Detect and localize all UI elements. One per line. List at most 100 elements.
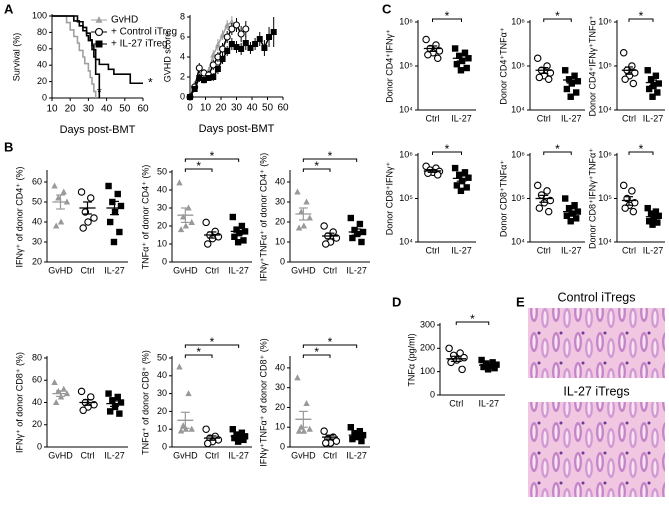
point <box>240 436 247 444</box>
point <box>294 374 301 381</box>
point <box>223 33 231 41</box>
point <box>200 77 207 83</box>
legend-label: + Control iTreg <box>111 27 177 38</box>
point <box>177 226 185 233</box>
significance-bracket <box>302 168 331 172</box>
y-tick-label: 2 <box>180 71 185 81</box>
point <box>480 363 487 371</box>
point <box>79 406 87 415</box>
point <box>51 182 58 189</box>
point <box>196 75 203 81</box>
legend-marker <box>94 27 104 37</box>
point <box>649 221 656 228</box>
significance-label: * <box>328 335 333 349</box>
point <box>242 25 250 33</box>
y-axis-label: Donor CD4⁺IFNγ⁺ <box>384 29 394 103</box>
point <box>238 429 246 436</box>
point <box>191 86 198 92</box>
y-tick-label: 10⁶ <box>598 16 612 26</box>
point <box>116 228 123 236</box>
significance-label: * <box>639 142 644 156</box>
point <box>565 76 573 83</box>
point <box>655 212 662 220</box>
point <box>242 40 249 46</box>
point <box>453 182 461 189</box>
point <box>300 427 308 434</box>
point <box>177 427 185 434</box>
point <box>619 49 628 57</box>
point <box>209 61 217 69</box>
y-tick-label: 0 <box>37 441 42 451</box>
point <box>321 439 330 447</box>
y-tick-label: 40 <box>32 397 42 407</box>
x-tick-label: Ctrl <box>426 113 440 123</box>
point <box>219 56 226 62</box>
y-tick-label: 10⁶ <box>399 16 413 26</box>
y-tick-label: 8 <box>180 11 185 21</box>
point <box>649 93 656 100</box>
point <box>240 237 247 244</box>
point <box>228 25 236 33</box>
x-tick-label: IL-27 <box>346 265 367 275</box>
point <box>256 36 263 42</box>
x-tick-label: 20 <box>215 103 227 114</box>
point <box>205 75 212 81</box>
point <box>652 208 660 215</box>
point <box>349 234 356 242</box>
x-tick-label: GvHD <box>173 450 198 460</box>
y-tick-label: 20 <box>157 220 167 230</box>
y-tick-label: 30 <box>275 196 285 206</box>
point <box>106 218 114 226</box>
point <box>424 51 432 59</box>
point <box>629 79 638 88</box>
point <box>114 393 121 401</box>
point <box>535 204 544 212</box>
point <box>647 76 655 83</box>
panel-label: C <box>382 1 392 16</box>
x-tick-label: GvHD <box>291 450 316 460</box>
point <box>52 222 60 229</box>
x-tick-label: 60 <box>277 103 289 114</box>
y-tick-label: 10 <box>157 424 167 434</box>
x-tick-label: GvHD <box>48 450 73 460</box>
x-tick-label: Ctrl <box>81 450 95 460</box>
y-tick-label: 40 <box>275 176 285 186</box>
point <box>562 67 569 74</box>
y-tick-label: 60 <box>32 375 42 385</box>
y-axis-label: Donor CD8⁺IFNγ⁺ <box>384 162 394 236</box>
point <box>544 75 553 83</box>
point <box>203 240 212 248</box>
x-tick-label: IL-27 <box>643 245 664 255</box>
x-tick-label: Ctrl <box>449 398 463 408</box>
point <box>84 218 92 226</box>
significance-label: * <box>314 345 319 359</box>
point <box>451 164 459 172</box>
point <box>562 195 569 202</box>
significance-label: * <box>445 9 450 23</box>
point <box>573 215 580 222</box>
x-tick-label: Ctrl <box>622 245 636 255</box>
x-tick-label: Ctrl <box>323 450 337 460</box>
point <box>117 202 125 210</box>
significance-label: * <box>328 149 333 163</box>
point <box>460 353 468 362</box>
y-tick-label: 10⁴ <box>399 104 413 114</box>
point <box>195 64 203 72</box>
y-axis-label: TNFα⁺ of donor CD8⁺ (%) <box>140 350 150 455</box>
point <box>621 204 629 212</box>
point <box>117 399 125 406</box>
point <box>228 41 235 47</box>
y-tick-label: 100 <box>420 366 435 376</box>
y-tick-label: 20 <box>32 419 42 429</box>
point <box>358 238 365 246</box>
y-tick-label: 30 <box>32 236 42 246</box>
point <box>51 378 58 386</box>
x-tick-label: IL-27 <box>561 113 582 123</box>
x-tick-label: 60 <box>137 104 149 115</box>
significance-label: * <box>196 345 201 359</box>
y-tick-label: 0 <box>42 92 47 102</box>
point <box>571 202 578 209</box>
point <box>60 385 67 392</box>
point <box>233 44 240 50</box>
